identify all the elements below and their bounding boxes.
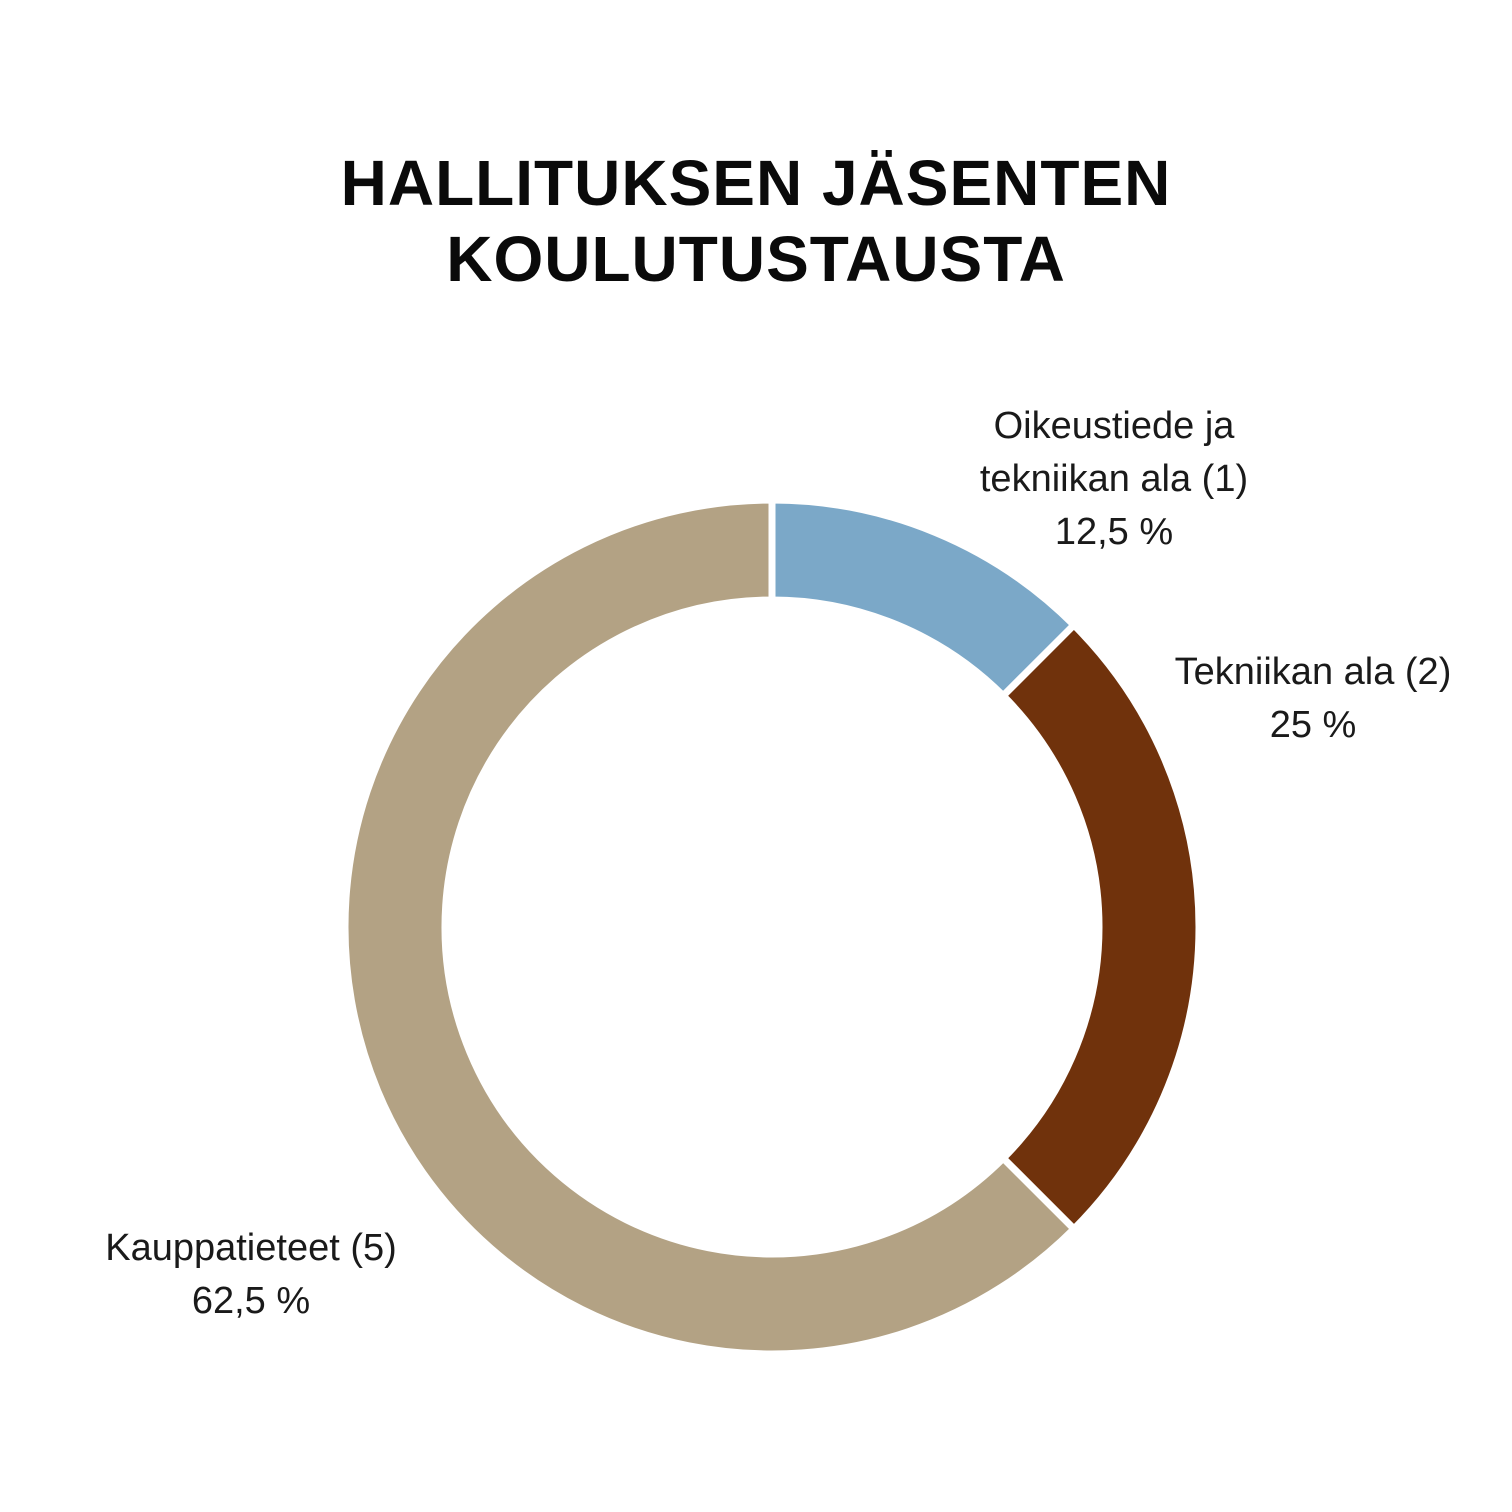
slice-label-oikeustiede: Oikeustiede ja tekniikan ala (1) 12,5 % [980, 400, 1248, 559]
chart-title: HALLITUKSEN JÄSENTEN KOULUTUSTAUSTA [0, 145, 1512, 297]
slice-label-oikeustiede-value: 12,5 % [1054, 511, 1174, 553]
slice-label-kauppatieteet-value: 62,5 % [191, 1280, 311, 1322]
slice-tekniikka [998, 620, 1203, 1234]
chart-title-line-1: HALLITUKSEN JÄSENTEN [340, 147, 1172, 219]
slice-label-tekniikka-value: 25 % [1269, 704, 1357, 746]
slice-label-oikeustiede-line-1: Oikeustiede ja [993, 405, 1235, 447]
slice-label-tekniikka: Tekniikan ala (2) 25 % [1175, 646, 1452, 752]
slice-label-tekniikka-line-1: Tekniikan ala (2) [1174, 651, 1452, 693]
slice-label-oikeustiede-line-2: tekniikan ala (1) [979, 458, 1249, 500]
slice-label-kauppatieteet: Kauppatieteet (5) 62,5 % [105, 1222, 397, 1328]
chart-title-line-2: KOULUTUSTAUSTA [446, 223, 1066, 295]
slice-label-kauppatieteet-line-1: Kauppatieteet (5) [105, 1227, 397, 1269]
slice-kauppatieteet [341, 496, 1079, 1358]
